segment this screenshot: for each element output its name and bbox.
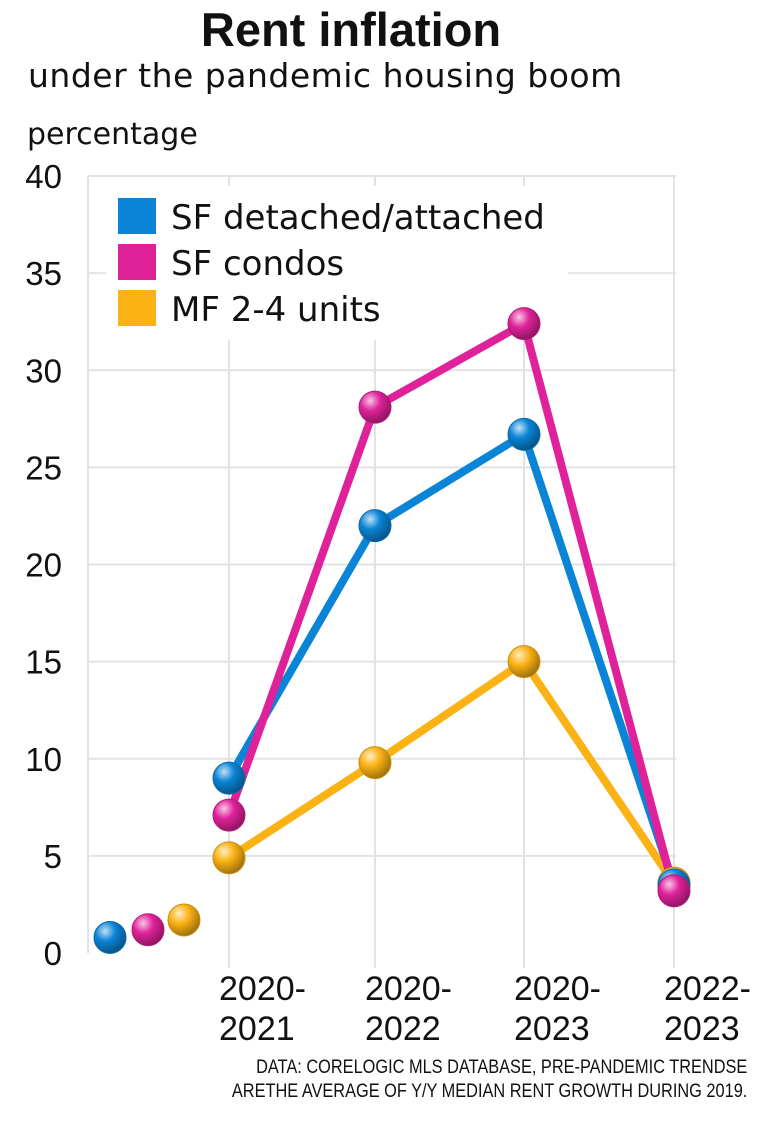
x-tick-label: 2022-2023 — [664, 970, 751, 1048]
x-tick-label: 2020-2022 — [365, 970, 452, 1048]
data-point — [507, 417, 541, 451]
y-tick-label: 5 — [44, 838, 62, 875]
y-tick-labels: 0 5 10 15 20 25 30 35 40 — [25, 158, 62, 972]
source-line-1: DATA: CORELOGIC MLS DATABASE, PRE-PANDEM… — [255, 1057, 747, 1078]
x-tick-label-line: 2022 — [365, 1010, 441, 1048]
x-tick-label-line: 2021 — [219, 1010, 295, 1048]
x-tick-label-line: 2020- — [219, 970, 306, 1008]
series-line — [225, 319, 678, 895]
series-line — [225, 430, 678, 890]
legend-swatch — [118, 198, 156, 234]
x-tick-label-line: 2023 — [514, 1010, 590, 1048]
series-line — [225, 657, 678, 888]
data-points — [93, 307, 691, 954]
legend-swatch — [118, 244, 156, 280]
source-line-2: ARETHE AVERAGE OF Y/Y MEDIAN RENT GROWTH… — [231, 1081, 747, 1102]
data-point — [657, 874, 691, 908]
y-tick-label: 15 — [25, 644, 62, 681]
y-tick-label: 40 — [25, 158, 62, 195]
pre-pandemic-point — [131, 913, 165, 947]
data-point — [358, 509, 392, 543]
series-lines — [225, 319, 678, 895]
legend-swatch — [118, 290, 156, 326]
x-tick-label-line: 2020- — [514, 970, 601, 1008]
x-tick-label-line: 2022- — [664, 970, 751, 1008]
y-tick-label: 30 — [25, 352, 62, 389]
data-point — [358, 390, 392, 424]
data-point — [212, 798, 246, 832]
pre-pandemic-point — [167, 903, 201, 937]
legend-background — [106, 186, 568, 340]
y-tick-label: 10 — [25, 741, 62, 778]
data-point — [507, 307, 541, 341]
legend-label: SF condos — [171, 244, 344, 284]
legend-label: SF detached/attached — [171, 198, 545, 238]
x-tick-label-line: 2020- — [365, 970, 452, 1008]
x-tick-label-line: 2023 — [664, 1010, 740, 1048]
x-tick-label: 2020-2023 — [514, 970, 601, 1048]
legend-label: MF 2-4 units — [171, 290, 381, 330]
data-point — [212, 841, 246, 875]
data-point — [507, 645, 541, 679]
legend: SF detached/attached SF condos MF 2-4 unit… — [106, 186, 568, 340]
x-tick-label: 2020-2021 — [219, 970, 306, 1048]
data-point — [358, 746, 392, 780]
y-tick-label: 35 — [25, 255, 62, 292]
source-note: DATA: CORELOGIC MLS DATABASE, PRE-PANDEM… — [232, 1056, 747, 1104]
chart-subtitle: under the pandemic housing boom — [28, 56, 623, 95]
y-tick-label: 25 — [25, 449, 62, 486]
y-axis-label: percentage — [27, 117, 198, 152]
chart-title: Rent inflation — [200, 3, 502, 56]
y-tick-label: 0 — [44, 935, 62, 972]
data-point — [212, 761, 246, 795]
y-tick-label: 20 — [25, 547, 62, 584]
pre-pandemic-point — [93, 920, 127, 954]
